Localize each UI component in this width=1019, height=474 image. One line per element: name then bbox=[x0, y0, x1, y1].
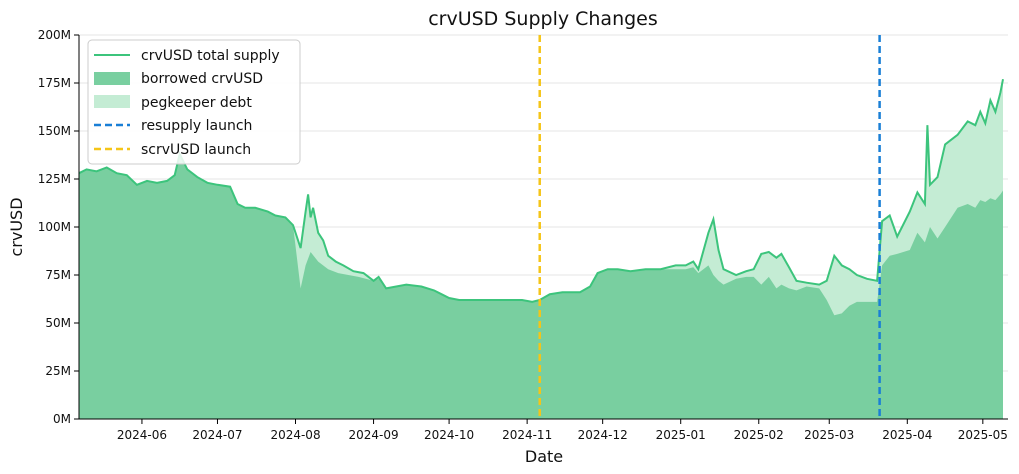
x-tick-label: 2024-10 bbox=[424, 428, 474, 442]
plot-areas bbox=[78, 79, 1004, 419]
total-supply-line bbox=[78, 79, 1004, 303]
legend-label-total-supply: crvUSD total supply bbox=[141, 48, 280, 64]
y-tick-label: 25M bbox=[45, 364, 71, 378]
legend-box bbox=[87, 39, 301, 165]
y-tick-label: 200M bbox=[38, 28, 71, 42]
legend-label-borrowed: borrowed crvUSD bbox=[141, 71, 263, 87]
y-tick-label: 75M bbox=[45, 268, 71, 282]
y-ticks: 0M 25M 50M 75M 100M 125M 150M 175M 200M bbox=[38, 28, 79, 426]
y-axis-label: crvUSD bbox=[7, 197, 26, 256]
event-lines bbox=[538, 35, 881, 419]
legend-swatch-borrowed bbox=[94, 72, 130, 85]
x-tick-label: 2024-07 bbox=[192, 428, 242, 442]
x-tick-label: 2025-04 bbox=[882, 428, 932, 442]
legend-label-pegkeeper: pegkeeper debt bbox=[141, 95, 252, 111]
y-tick-label: 175M bbox=[38, 76, 71, 90]
borrowed-crvusd-area bbox=[79, 154, 1003, 419]
y-tick-label: 125M bbox=[38, 172, 71, 186]
x-tick-label: 2025-05 bbox=[958, 428, 1008, 442]
x-ticks: 2024-06 2024-07 2024-08 2024-09 2024-10 2024-… bbox=[117, 419, 1008, 442]
y-tick-label: 150M bbox=[38, 124, 71, 138]
x-axis-label: Date bbox=[525, 447, 563, 466]
x-tick-label: 2025-02 bbox=[734, 428, 784, 442]
x-tick-label: 2024-06 bbox=[117, 428, 167, 442]
legend-swatch-pegkeeper bbox=[94, 95, 130, 108]
legend: crvUSD total supply borrowed crvUSD pegk… bbox=[87, 39, 301, 165]
y-tick-label: 100M bbox=[38, 220, 71, 234]
legend-label-scrvusd: scrvUSD launch bbox=[141, 142, 251, 158]
x-tick-label: 2025-01 bbox=[656, 428, 706, 442]
x-tick-label: 2024-11 bbox=[502, 428, 552, 442]
x-tick-label: 2025-03 bbox=[804, 428, 854, 442]
x-tick-label: 2024-09 bbox=[348, 428, 398, 442]
y-tick-label: 50M bbox=[45, 316, 71, 330]
chart-title: crvUSD Supply Changes bbox=[428, 8, 658, 30]
legend-label-resupply: resupply launch bbox=[141, 118, 252, 134]
x-tick-label: 2024-12 bbox=[578, 428, 628, 442]
x-tick-label: 2024-08 bbox=[270, 428, 320, 442]
y-tick-label: 0M bbox=[53, 412, 71, 426]
